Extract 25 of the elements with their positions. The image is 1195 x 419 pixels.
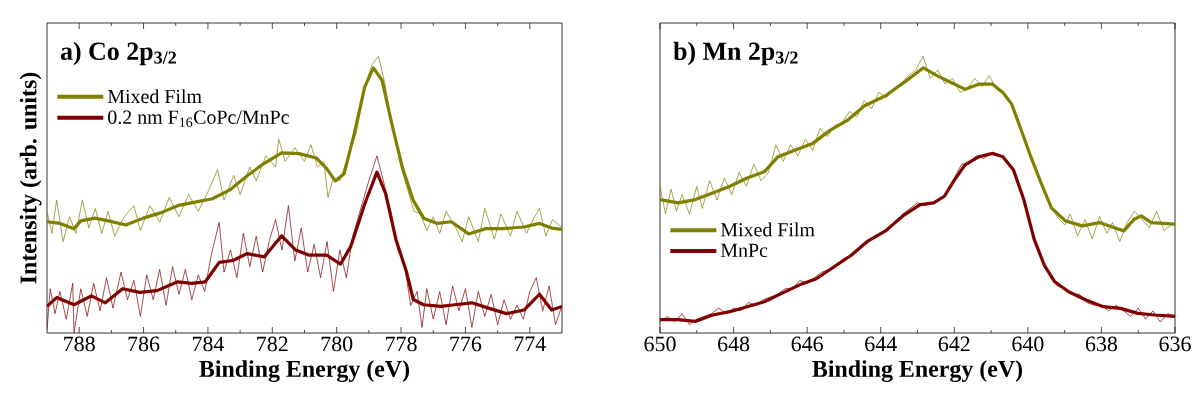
legend-label: Mixed Film <box>720 222 815 237</box>
x-tick-label: 640 <box>1012 336 1044 352</box>
y-axis-title: Intensity (arb. units) <box>19 72 42 284</box>
x-tick-label: 646 <box>791 336 823 352</box>
x-tick-label: 644 <box>865 336 897 352</box>
chart-title: a) Co 2p$_{3/2}$ <box>60 41 176 66</box>
x-tick-label: 786 <box>128 336 160 352</box>
legend-label: 0.2 nm F$_{16}$CoPc/MnPc <box>108 110 289 127</box>
chart-title: b) Mn 2p$_{3/2}$ <box>673 41 798 66</box>
legend-label: MnPc <box>720 243 768 258</box>
x-tick-label: 788 <box>64 336 95 352</box>
x-tick-label: 638 <box>1085 336 1118 352</box>
x-tick-label: 642 <box>938 336 970 352</box>
x-tick-label: 778 <box>386 336 417 352</box>
x-tick-label: 650 <box>644 336 676 352</box>
x-tick-label: 648 <box>718 336 750 352</box>
x-axis-title: Binding Energy (eV) <box>199 360 410 383</box>
x-tick-label: 780 <box>321 336 353 352</box>
legend-label: Mixed Film <box>107 89 202 104</box>
x-tick-label: 782 <box>257 336 288 352</box>
x-tick-label: 636 <box>1159 336 1191 352</box>
x-axis-title: Binding Energy (eV) <box>812 360 1023 383</box>
x-tick-label: 776 <box>450 336 482 352</box>
x-tick-label: 784 <box>192 336 225 352</box>
x-tick-label: 774 <box>514 336 546 351</box>
